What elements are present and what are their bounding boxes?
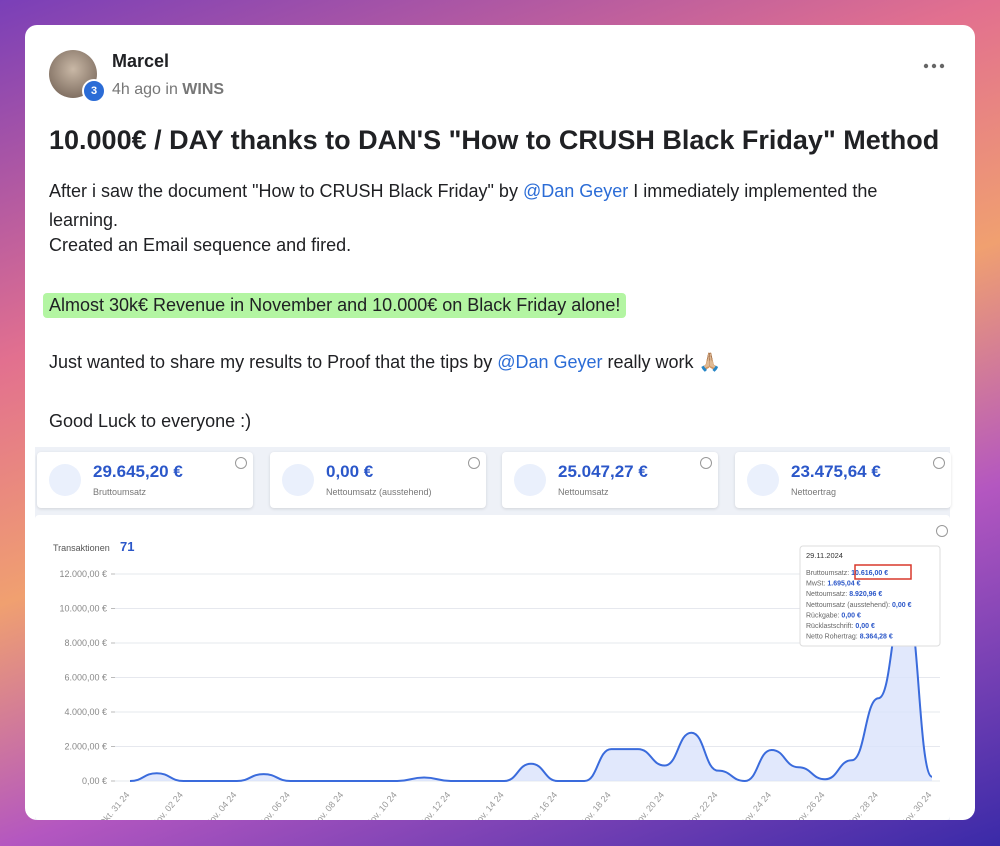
- info-icon[interactable]: [468, 457, 480, 469]
- text: really work 🙏🏼: [602, 352, 721, 372]
- tooltip-value: 1.695,04 €: [827, 581, 860, 588]
- area: [130, 597, 932, 781]
- stat-card: 29.645,20 € Bruttoumsatz: [37, 452, 253, 508]
- stat-label: Nettoumsatz: [558, 487, 609, 497]
- tooltip-row: Rücklastschrift: 0,00 €: [806, 623, 875, 630]
- level-badge: 3: [82, 79, 106, 103]
- tooltip-value: 8.920,96 €: [849, 591, 882, 598]
- chart-panel: [35, 515, 950, 820]
- text: I immediately implemented the learning.: [49, 181, 878, 230]
- y-tick-label: 12.000,00 €: [59, 569, 107, 579]
- y-tick-label: 2.000,00 €: [64, 742, 107, 752]
- tooltip-value: 0,00 €: [892, 602, 912, 609]
- stat-value: 29.645,20 €: [93, 462, 183, 481]
- body-line: Good Luck to everyone :): [49, 411, 252, 431]
- y-tick-label: 6.000,00 €: [64, 673, 107, 683]
- chart: Transaktionen 71 0,00 € 2.000,00 € 4.000,0…: [35, 515, 950, 820]
- tooltip-label: Rücklastschrift:: [806, 623, 854, 630]
- meta: 4h ago in WINS: [112, 81, 224, 99]
- tooltip-value: 0,00 €: [841, 612, 861, 619]
- tooltip-value: 0,00 €: [855, 623, 875, 630]
- tooltip-label: Bruttoumsatz:: [806, 570, 849, 577]
- tooltip-label: Rückgabe:: [806, 612, 840, 619]
- stat-icon: [49, 464, 81, 496]
- post-title: 10.000€ / DAY thanks to DAN'S "How to CR…: [49, 125, 940, 155]
- in: in: [165, 81, 178, 98]
- stat-value: 23.475,64 €: [791, 462, 881, 481]
- mention[interactable]: @Dan Geyer: [497, 352, 603, 372]
- tooltip-date: 29.11.2024: [806, 551, 843, 560]
- tooltip-value: 8.364,28 €: [860, 634, 893, 641]
- stat-icon: [514, 464, 546, 496]
- y-tick-label: 0,00 €: [82, 776, 107, 786]
- tooltip-label: Netto Rohertrag:: [806, 634, 858, 641]
- author[interactable]: Marcel: [112, 51, 170, 71]
- body-line: Just wanted to share my results to Proof…: [49, 352, 721, 373]
- stat-card: 0,00 € Nettoumsatz (ausstehend): [270, 452, 486, 508]
- stat-label: Bruttoumsatz: [93, 487, 147, 497]
- stat-card: 25.047,27 € Nettoumsatz: [502, 452, 718, 508]
- y-tick-label: 4.000,00 €: [64, 707, 107, 717]
- stat-card: 23.475,64 € Nettoertrag: [735, 452, 951, 508]
- tooltip-label: Nettoumsatz (ausstehend):: [806, 602, 890, 609]
- tooltip-row: MwSt: 1.695,04 €: [806, 581, 861, 588]
- stat-icon: [747, 464, 779, 496]
- highlight-box: [854, 564, 912, 580]
- tooltip-label: Nettoumsatz:: [806, 591, 847, 598]
- info-icon[interactable]: [936, 525, 948, 537]
- body-line: Created an Email sequence and fired.: [49, 235, 352, 255]
- stat-value: 25.047,27 €: [558, 462, 648, 481]
- info-icon[interactable]: [700, 457, 712, 469]
- y-tick-label: 8.000,00 €: [64, 638, 107, 648]
- count-label: Transaktionen: [53, 543, 110, 553]
- tooltip-value: 10.616,00 €: [851, 570, 888, 577]
- text: Just wanted to share my results to Proof…: [49, 352, 498, 372]
- stat-icon: [282, 464, 314, 496]
- count: 71: [120, 539, 134, 554]
- text: After i saw the document "How to CRUSH B…: [49, 181, 523, 201]
- tooltip-row: Nettoumsatz (ausstehend): 0,00 €: [806, 602, 912, 609]
- time: 4h ago: [112, 81, 161, 98]
- post-card: 3 Marcel 4h ago in WINS 10.000€ / DAY th…: [25, 25, 975, 820]
- tooltip-row: Rückgabe: 0,00 €: [806, 612, 861, 619]
- info-icon[interactable]: [933, 457, 945, 469]
- tooltip-label: MwSt:: [806, 581, 826, 588]
- more-menu[interactable]: [923, 61, 945, 71]
- tooltip-row: Nettoumsatz: 8.920,96 €: [806, 591, 882, 598]
- highlight: Almost 30k€ Revenue in November and 10.0…: [43, 293, 627, 318]
- tooltip-row: Bruttoumsatz: 10.616,00 €: [806, 570, 888, 577]
- group[interactable]: WINS: [182, 81, 225, 98]
- info-icon[interactable]: [235, 457, 247, 469]
- tooltip: 29.11.2024 Bruttoumsatz: 10.616,00 € MwSt:…: [799, 545, 941, 647]
- tooltip-row: Netto Rohertrag: 8.364,28 €: [806, 634, 893, 641]
- stat-value: 0,00 €: [326, 462, 374, 481]
- tooltip-box: [799, 545, 941, 647]
- stat-label: Nettoumsatz (ausstehend): [326, 487, 432, 497]
- line: [129, 596, 933, 783]
- body-line: After i saw the document "How to CRUSH B…: [49, 177, 949, 235]
- y-tick-label: 10.000,00 €: [59, 604, 107, 614]
- mention[interactable]: @Dan Geyer: [522, 181, 629, 201]
- stat-label: Nettoertrag: [791, 487, 837, 497]
